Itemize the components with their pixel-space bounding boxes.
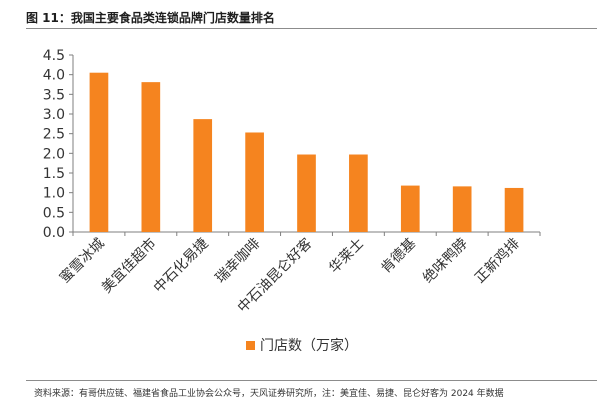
y-tick-label: 3.0 [43, 107, 65, 123]
y-tick-label: 2.5 [43, 127, 65, 143]
y-tick-label: 1.5 [43, 166, 65, 182]
y-tick-label: 1.0 [43, 186, 65, 202]
bar-5 [297, 154, 316, 232]
y-tick-label: 2.0 [43, 146, 65, 162]
bar-7 [400, 185, 420, 232]
bar-6 [349, 154, 368, 232]
legend-label: 门店数（万家） [260, 337, 358, 354]
bar-8 [452, 186, 472, 232]
y-tick-label: 4.0 [43, 68, 65, 84]
x-tick-label: 瑞幸咖啡 [213, 236, 264, 287]
source-note: 资料来源：有哥供应链、福建省食品工业协会公众号，天风证券研究所，注：美宜佳、易捷… [34, 389, 504, 399]
footer-divider [26, 380, 597, 381]
y-tick-label: 3.5 [43, 87, 65, 103]
y-tick-label: 0.5 [43, 205, 65, 221]
x-tick-label: 中石化易捷 [151, 236, 212, 297]
bar-2 [141, 82, 161, 232]
x-tick-label: 绝味鸭脖 [420, 236, 471, 287]
x-tick-label: 蜜雪冰城 [57, 236, 108, 287]
bar-9 [504, 187, 524, 232]
x-tick-label: 正新鸡排 [471, 235, 523, 287]
x-tick-label: 肯德基 [377, 235, 419, 277]
y-tick-label: 4.5 [43, 48, 65, 64]
y-tick-label: 0.0 [43, 225, 65, 241]
figure-title: 图 11：我国主要食品类连锁品牌门店数量排名 [26, 11, 275, 25]
title-divider [26, 28, 597, 29]
x-tick-label: 华莱士 [326, 236, 367, 277]
x-tick-label: 美宜佳超市 [98, 235, 160, 297]
bar-4 [245, 132, 264, 232]
bar-1 [89, 72, 109, 232]
bar-3 [193, 119, 213, 232]
legend-swatch [246, 341, 255, 350]
